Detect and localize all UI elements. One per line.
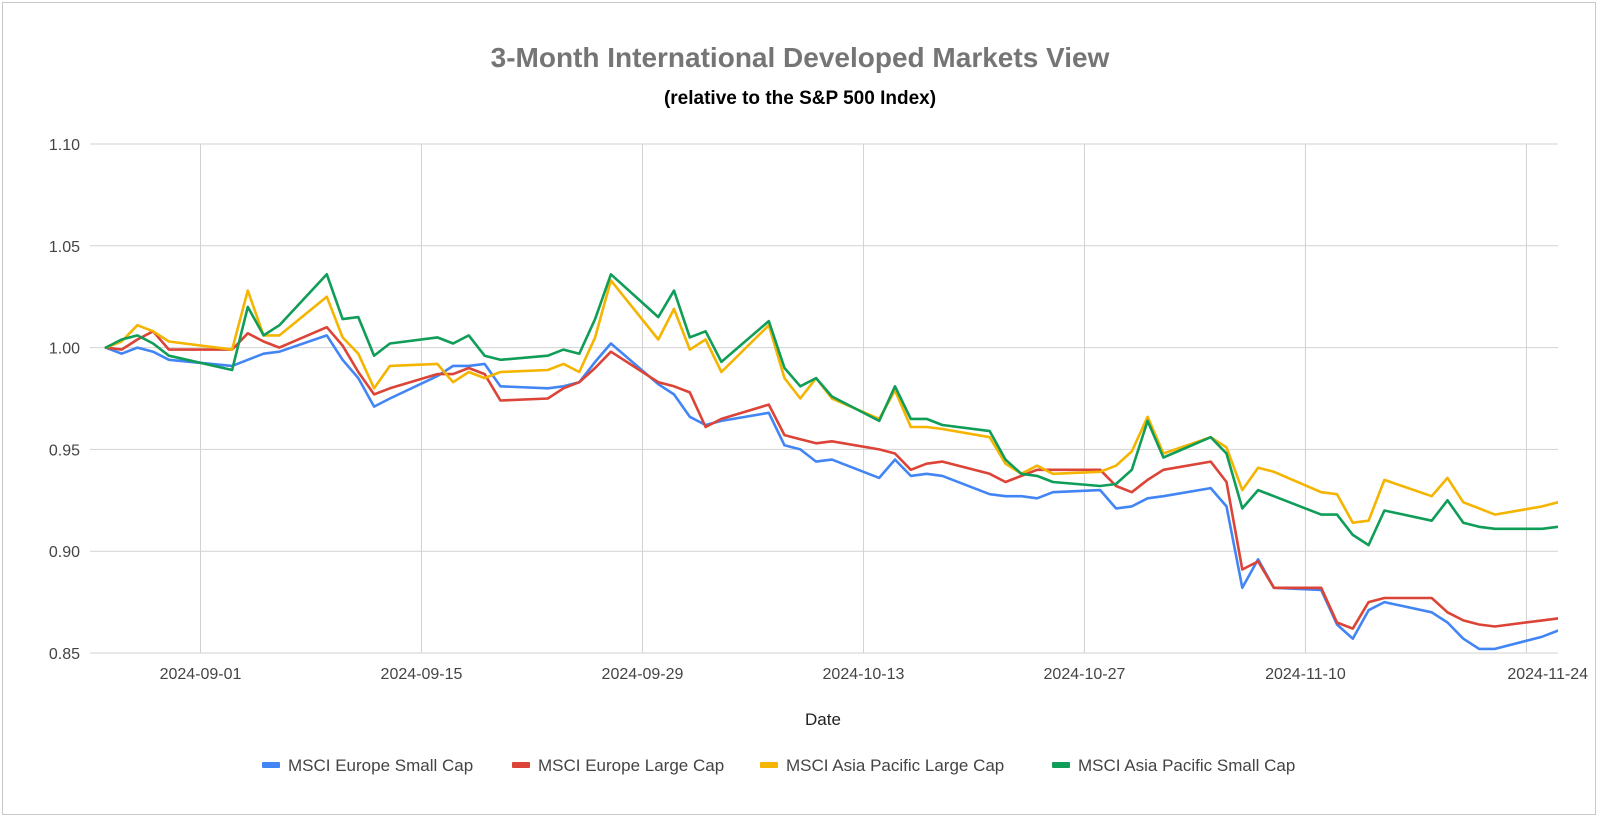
y-tick-label: 0.90	[49, 544, 80, 561]
series-line-msci-europe-large-cap	[104, 325, 1558, 630]
legend-label: MSCI Europe Large Cap	[538, 756, 724, 775]
series-line-msci-asia-pacific-small-cap	[104, 272, 1558, 547]
legend: MSCI Europe Small Cap MSCI Europe Large C…	[262, 756, 1295, 775]
chart-title: 3-Month International Developed Markets …	[491, 42, 1110, 73]
x-tick-label: 2024-09-15	[381, 666, 463, 683]
chart-subtitle: (relative to the S&P 500 Index)	[664, 88, 936, 109]
legend-label: MSCI Europe Small Cap	[288, 756, 473, 775]
y-tick-label: 1.10	[49, 137, 80, 154]
x-tick-label: 2024-09-29	[602, 666, 684, 683]
legend-swatch	[1052, 762, 1070, 768]
series-line-msci-europe-small-cap	[104, 334, 1558, 651]
x-tick-label: 2024-11-10	[1265, 666, 1346, 683]
y-tick-label: 0.95	[49, 442, 80, 459]
legend-swatch	[512, 762, 530, 768]
x-tick-label: 2024-10-27	[1044, 666, 1126, 683]
legend-label: MSCI Asia Pacific Small Cap	[1078, 756, 1295, 775]
x-tick-label: 2024-09-01	[160, 666, 242, 683]
legend-swatch	[760, 762, 778, 768]
gridlines	[90, 143, 1558, 654]
x-axis-label: Date	[805, 710, 841, 729]
y-tick-label: 0.85	[49, 646, 80, 663]
legend-swatch	[262, 762, 280, 768]
x-axis-ticks: 2024-09-01 2024-09-15 2024-09-29 2024-10-13…	[160, 666, 1589, 683]
y-tick-label: 1.00	[49, 341, 80, 358]
y-axis-ticks: 0.85 0.90 0.95 1.00 1.05 1.10	[49, 137, 80, 663]
x-tick-label: 2024-10-13	[823, 666, 905, 683]
series-line-msci-asia-pacific-large-cap	[104, 279, 1558, 525]
y-tick-label: 1.05	[49, 239, 80, 256]
x-tick-label: 2024-11-24	[1507, 666, 1588, 683]
series-lines	[104, 272, 1558, 651]
legend-label: MSCI Asia Pacific Large Cap	[786, 756, 1004, 775]
